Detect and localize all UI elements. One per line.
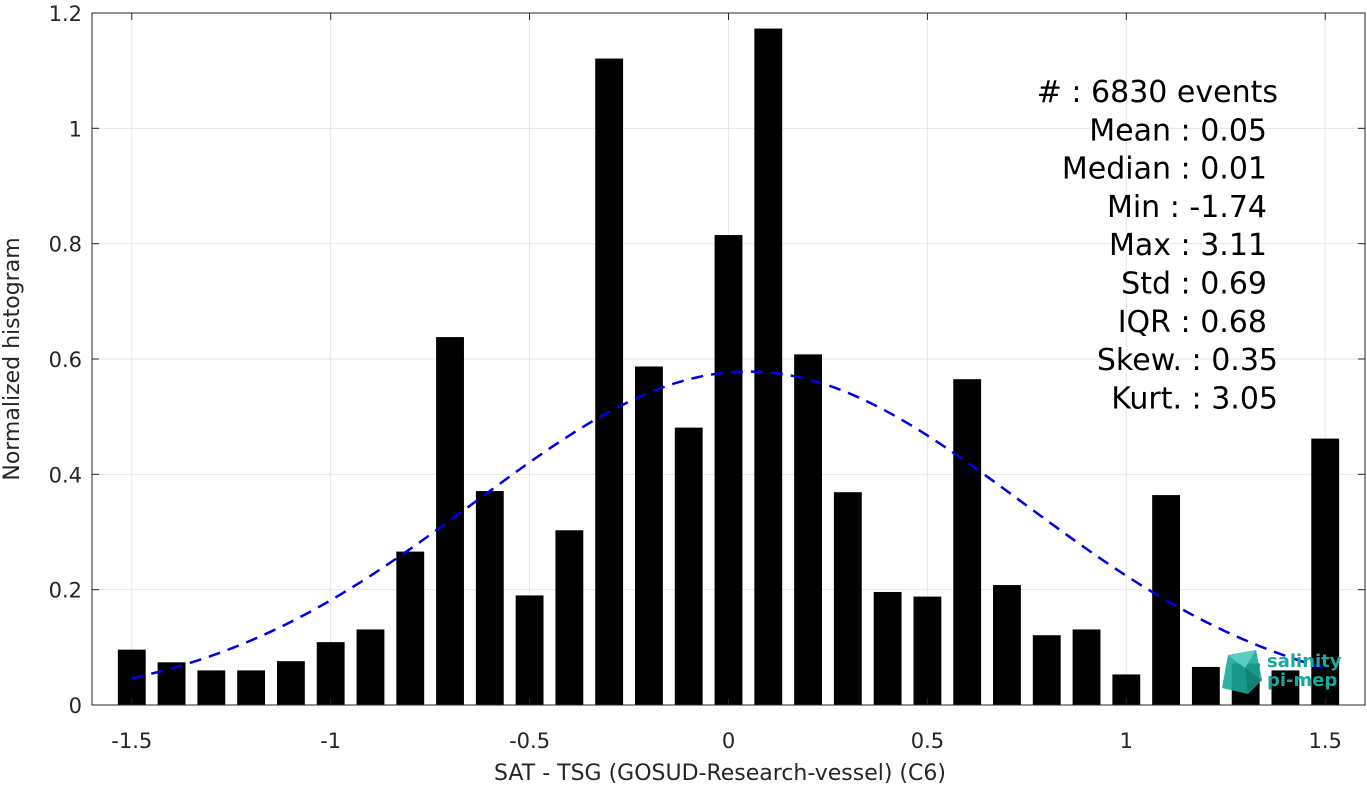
y-tick-label: 0	[69, 694, 82, 718]
x-tick-label: -0.5	[509, 729, 550, 753]
stat-line: Kurt. : 3.05	[1111, 381, 1278, 416]
stat-line: Skew. : 0.35	[1097, 343, 1278, 378]
histogram-bar	[595, 58, 624, 706]
logo-text-salinity: salinity	[1267, 651, 1342, 672]
x-tick-label: 0.5	[911, 729, 944, 753]
histogram-bar	[635, 366, 663, 705]
histogram-bar	[436, 337, 464, 705]
histogram-bar	[197, 670, 226, 705]
histogram-bar	[1311, 438, 1340, 705]
histogram-bar	[555, 530, 584, 705]
stat-line: Mean : 0.05	[1089, 113, 1267, 148]
histogram-bar	[913, 596, 942, 705]
histogram-bar	[1191, 666, 1220, 705]
y-tick-label: 1	[69, 117, 82, 141]
stat-line: Median : 0.01	[1062, 152, 1267, 187]
histogram-bar	[1032, 635, 1061, 705]
histogram-bar	[316, 642, 345, 705]
x-tick-label: 0	[722, 729, 735, 753]
histogram-bar	[237, 670, 266, 705]
x-tick-label: -1.5	[111, 729, 152, 753]
histogram-bar	[356, 629, 385, 705]
stat-line: Max : 3.11	[1109, 228, 1267, 263]
histogram-bar	[396, 551, 425, 705]
stat-line: IQR : 0.68	[1118, 305, 1267, 340]
histogram-bar	[1271, 670, 1300, 705]
histogram-bar	[833, 492, 862, 705]
x-tick-label: 1	[1120, 729, 1133, 753]
axis-ticks: -1.5 -1 -0.5 0 0.5 1 1.5 0 0.2 0.4 0.6 0.8 1 1.2	[49, 2, 1365, 753]
histogram-bar	[953, 379, 982, 705]
x-tick-label: -1	[320, 729, 341, 753]
histogram-bar	[674, 427, 703, 705]
logo-text-pimep: pi-mep	[1267, 670, 1337, 691]
histogram-bar	[475, 491, 504, 705]
x-tick-label: 1.5	[1309, 729, 1342, 753]
y-tick-label: 0.4	[49, 463, 82, 487]
y-tick-label: 1.2	[49, 2, 82, 26]
y-axis-label: Normalized histogram	[0, 237, 25, 480]
histogram-bar	[873, 591, 902, 705]
y-tick-label: 0.2	[49, 579, 82, 603]
histogram-bar	[714, 235, 743, 705]
stat-line: Min : -1.74	[1107, 190, 1267, 225]
histogram-bar	[993, 585, 1021, 705]
histogram-bar	[515, 595, 544, 705]
histogram-bar	[794, 354, 822, 705]
histogram-bars	[117, 28, 1340, 706]
stat-line: Std : 0.69	[1121, 267, 1267, 302]
y-tick-label: 0.8	[49, 233, 82, 257]
histogram-bar	[276, 661, 305, 705]
histogram-bar	[1072, 629, 1101, 705]
x-axis-label: SAT - TSG (GOSUD-Research-vessel) (C6)	[494, 761, 946, 785]
stat-line: # : 6830 events	[1037, 75, 1278, 110]
histogram-bar	[754, 28, 783, 705]
y-tick-label: 0.6	[49, 348, 82, 372]
